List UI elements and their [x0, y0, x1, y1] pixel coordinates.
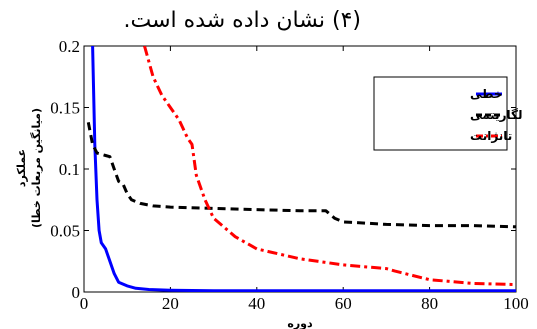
ticks-layer: 0 20 40 60 80 100 0 0.05 0.1 0.15 0.2: [50, 37, 529, 313]
y-tick-label: 0.05: [50, 222, 80, 241]
x-tick-label: 40: [248, 294, 265, 313]
y-tick-label: 0.2: [59, 37, 80, 56]
series-line-2: [86, 122, 516, 229]
x-tick-label: 80: [421, 294, 438, 313]
series-layer: [86, 46, 516, 292]
y-tick-label: 0.15: [50, 99, 80, 118]
y-tick-label: 0.1: [59, 160, 80, 179]
legend-label-1: خطی: [470, 87, 502, 101]
legend-label-3: تانژانت: [470, 129, 512, 143]
legend-label-2: لگاریتمی: [470, 108, 523, 122]
y-axis-title-line2: (میانگین مربعات خطا): [30, 108, 43, 228]
legend-box: [373, 76, 508, 151]
y-axis-title-line1: عملکرد: [15, 149, 28, 187]
legend: خطی لگاریتمی تانژانت: [373, 76, 523, 151]
y-tick-label: 0: [72, 283, 81, 302]
x-tick-label: 100: [503, 294, 529, 313]
caption-text: (۴) نشان داده شده است.: [123, 8, 361, 33]
x-tick-label: 20: [162, 294, 179, 313]
x-axis-title: دوره: [287, 317, 313, 329]
series-line-3: [143, 46, 516, 287]
x-tick-label: 60: [335, 294, 352, 313]
x-tick-label: 0: [80, 294, 89, 313]
series-line-1: [91, 46, 516, 292]
